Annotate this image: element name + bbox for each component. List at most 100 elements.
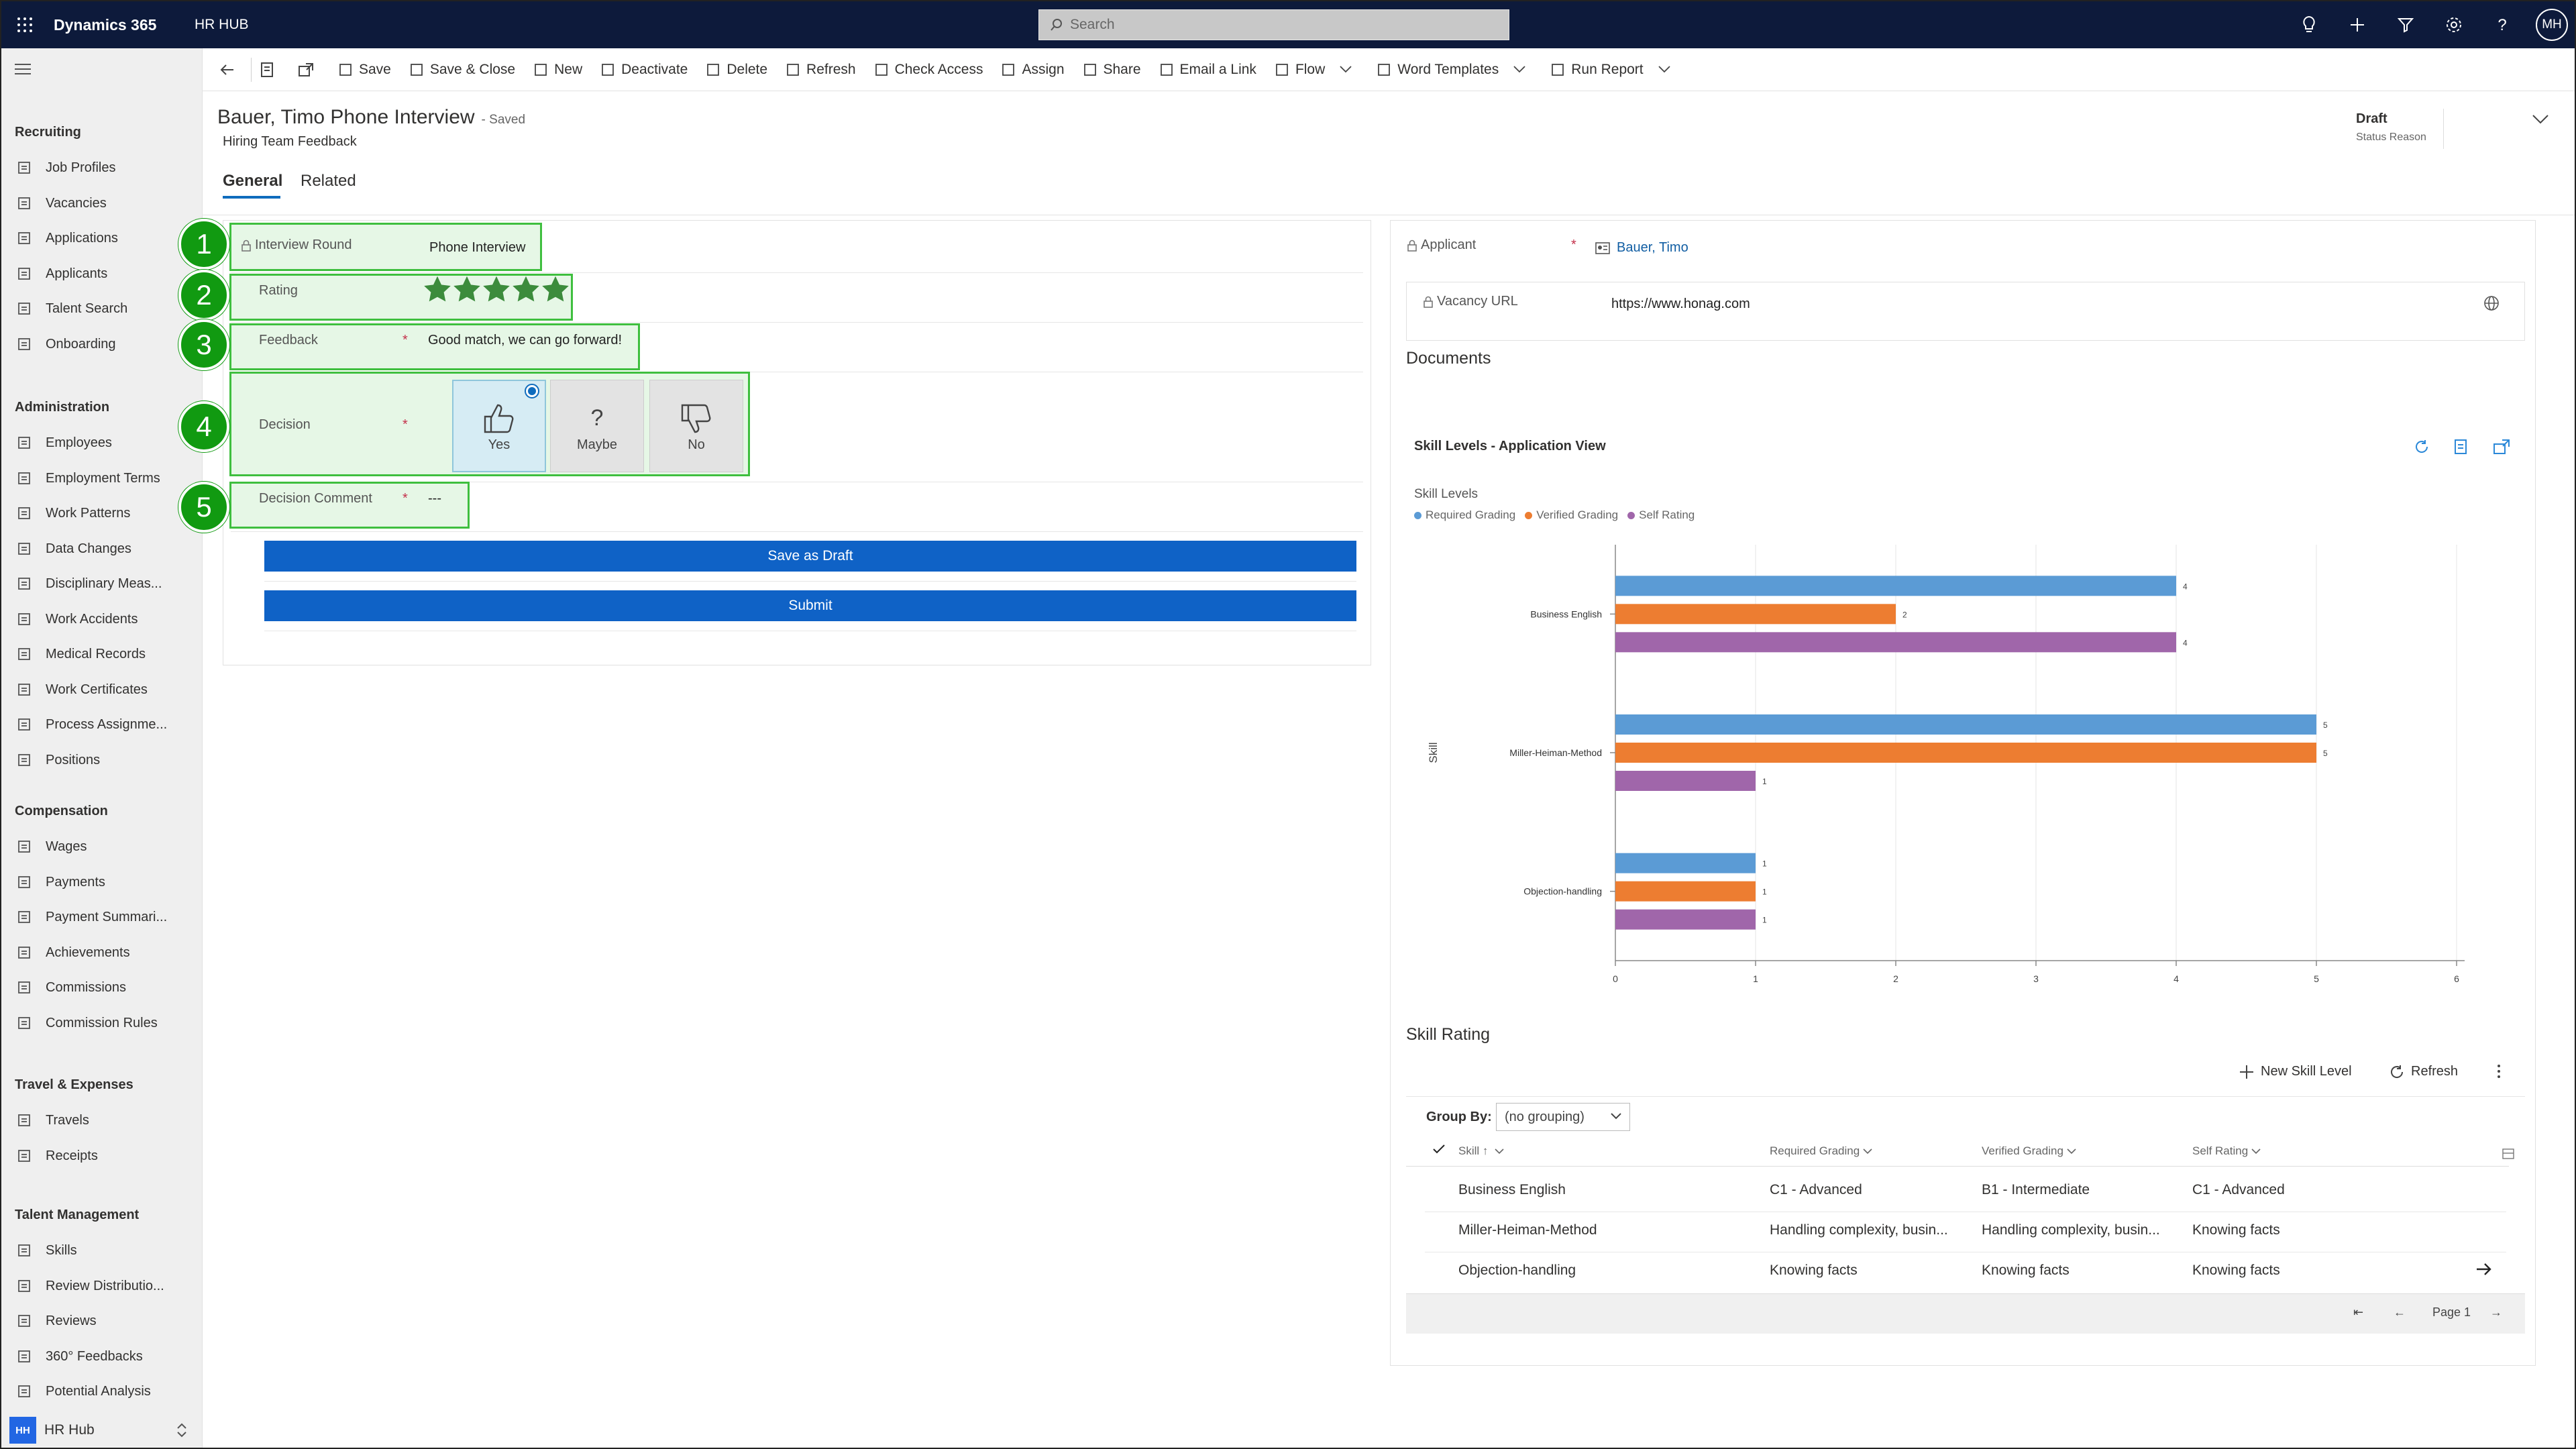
- sidebar-item[interactable]: Review Distributio...: [15, 1273, 196, 1299]
- form-selector-button[interactable]: [252, 48, 289, 91]
- app-launcher-icon[interactable]: [1, 1, 48, 48]
- sidebar-item[interactable]: Employment Terms: [15, 465, 196, 492]
- sidebar-item[interactable]: Work Certificates: [15, 676, 196, 703]
- select-all-checkbox[interactable]: [1433, 1144, 1445, 1154]
- gear-icon[interactable]: [2430, 1, 2478, 48]
- sidebar-item[interactable]: Employees: [15, 429, 196, 456]
- help-icon[interactable]: ?: [2478, 1, 2526, 48]
- save-close-button[interactable]: Save & Close: [400, 48, 525, 91]
- decision-option-yes[interactable]: Yes: [452, 380, 546, 472]
- form-name[interactable]: Hiring Team Feedback: [223, 134, 357, 149]
- lightbulb-icon[interactable]: [2285, 1, 2333, 48]
- hamburger-icon[interactable]: [15, 63, 31, 78]
- sidebar-item[interactable]: Talent Search: [15, 295, 196, 322]
- sidebar-item[interactable]: Applicants: [15, 260, 196, 287]
- star-icon[interactable]: [453, 276, 480, 303]
- check-access-button[interactable]: Check Access: [865, 48, 993, 91]
- email-link-button[interactable]: Email a Link: [1150, 48, 1266, 91]
- more-options-icon[interactable]: [2497, 1064, 2508, 1079]
- sidebar-item[interactable]: Disciplinary Meas...: [15, 570, 196, 597]
- sidebar-item[interactable]: Payment Summari...: [15, 904, 196, 930]
- sidebar-item[interactable]: Receipts: [15, 1142, 196, 1169]
- new-skill-level-button[interactable]: New Skill Level: [2239, 1064, 2352, 1079]
- tab-general[interactable]: General: [223, 172, 283, 190]
- sidebar-item[interactable]: Travels: [15, 1107, 196, 1134]
- view-records-icon[interactable]: [2454, 439, 2469, 458]
- sidebar-item[interactable]: Applications: [15, 225, 196, 252]
- sidebar-item[interactable]: Commission Rules: [15, 1010, 196, 1036]
- sidebar-item[interactable]: Job Profiles: [15, 154, 196, 181]
- sidebar-item[interactable]: Skills: [15, 1237, 196, 1264]
- back-button[interactable]: [211, 48, 251, 91]
- delete-button[interactable]: Delete: [697, 48, 777, 91]
- submit-button[interactable]: Submit: [264, 590, 1356, 621]
- share-button[interactable]: Share: [1074, 48, 1150, 91]
- refresh-grid-button[interactable]: Refresh: [2390, 1064, 2458, 1079]
- new-button[interactable]: New: [525, 48, 592, 91]
- word-templates-button[interactable]: Word Templates: [1368, 48, 1542, 91]
- sidebar-item[interactable]: Onboarding: [15, 331, 196, 358]
- sidebar-item[interactable]: Work Accidents: [15, 606, 196, 633]
- rating-stars[interactable]: [424, 276, 572, 303]
- sidebar-item[interactable]: Commissions: [15, 974, 196, 1001]
- flow-button[interactable]: Flow: [1266, 48, 1368, 91]
- decision-option-no[interactable]: No: [649, 380, 743, 472]
- star-icon[interactable]: [483, 276, 510, 303]
- column-header-required[interactable]: Required Grading: [1770, 1144, 1872, 1158]
- hub-name[interactable]: HR HUB: [195, 17, 249, 32]
- filter-icon[interactable]: [2381, 1, 2430, 48]
- column-header-skill[interactable]: Skill ↑: [1458, 1144, 1504, 1158]
- sidebar-item[interactable]: Achievements: [15, 939, 196, 966]
- sidebar-item[interactable]: Medical Records: [15, 641, 196, 667]
- save-button[interactable]: Save: [329, 48, 400, 91]
- expand-chart-icon[interactable]: [2493, 439, 2510, 458]
- search-input[interactable]: Search: [1038, 9, 1509, 40]
- grid-cell: C1 - Advanced: [2192, 1182, 2285, 1197]
- popout-button[interactable]: [289, 48, 329, 91]
- feedback-label: Feedback: [259, 333, 318, 347]
- sidebar-item[interactable]: Wages: [15, 833, 196, 860]
- sidebar-item[interactable]: Payments: [15, 869, 196, 896]
- sidebar-item[interactable]: Process Assignme...: [15, 711, 196, 738]
- star-icon[interactable]: [542, 276, 569, 303]
- star-icon[interactable]: [424, 276, 451, 303]
- app-name[interactable]: Dynamics 365: [54, 15, 157, 34]
- grid-cell-skill[interactable]: Miller-Heiman-Method: [1458, 1222, 1597, 1238]
- sidebar-item[interactable]: Vacancies: [15, 190, 196, 217]
- sidebar-item[interactable]: Reviews: [15, 1307, 196, 1334]
- vacancy-url-value[interactable]: https://www.honag.com: [1611, 297, 1750, 311]
- grid-cell-skill[interactable]: Business English: [1458, 1182, 1566, 1197]
- sidebar-item[interactable]: Work Patterns: [15, 500, 196, 527]
- feedback-input[interactable]: Good match, we can go forward!: [428, 333, 623, 347]
- sidebar-item[interactable]: 360° Feedbacks: [15, 1343, 196, 1370]
- decision-comment-input[interactable]: ---: [428, 491, 441, 506]
- sidebar-item[interactable]: Positions: [15, 747, 196, 773]
- user-avatar[interactable]: MH: [2536, 9, 2568, 41]
- applicant-link[interactable]: Bauer, Timo: [1617, 240, 1688, 255]
- grid-cell-skill[interactable]: Objection-handling: [1458, 1263, 1576, 1278]
- chevron-updown-icon: [177, 1423, 186, 1438]
- sidebar-item[interactable]: Data Changes: [15, 535, 196, 562]
- refresh-chart-icon[interactable]: [2414, 439, 2430, 458]
- next-page-icon[interactable]: →: [2490, 1305, 2502, 1319]
- open-record-arrow-icon[interactable]: [2475, 1263, 2493, 1279]
- run-report-button[interactable]: Run Report: [1542, 48, 1686, 91]
- column-header-verified[interactable]: Verified Grading: [1982, 1144, 2076, 1158]
- area-switcher[interactable]: HH HR Hub: [1, 1411, 203, 1448]
- globe-icon[interactable]: [2483, 295, 2500, 315]
- tab-related[interactable]: Related: [301, 172, 356, 190]
- column-chooser-icon[interactable]: [2502, 1148, 2514, 1159]
- group-by-select[interactable]: (no grouping): [1496, 1103, 1630, 1131]
- deactivate-button[interactable]: Deactivate: [592, 48, 697, 91]
- column-header-self[interactable]: Self Rating: [2192, 1144, 2261, 1158]
- first-page-icon[interactable]: ⇤: [2353, 1305, 2364, 1319]
- plus-icon[interactable]: [2333, 1, 2381, 48]
- assign-button[interactable]: Assign: [992, 48, 1073, 91]
- star-icon[interactable]: [513, 276, 539, 303]
- previous-page-icon[interactable]: ←: [2394, 1305, 2406, 1319]
- save-as-draft-button[interactable]: Save as Draft: [264, 541, 1356, 572]
- decision-option-maybe[interactable]: ? Maybe: [550, 380, 644, 472]
- sidebar-item[interactable]: Potential Analysis: [15, 1378, 196, 1405]
- header-expand-icon[interactable]: [2532, 114, 2549, 128]
- refresh-button[interactable]: Refresh: [777, 48, 865, 91]
